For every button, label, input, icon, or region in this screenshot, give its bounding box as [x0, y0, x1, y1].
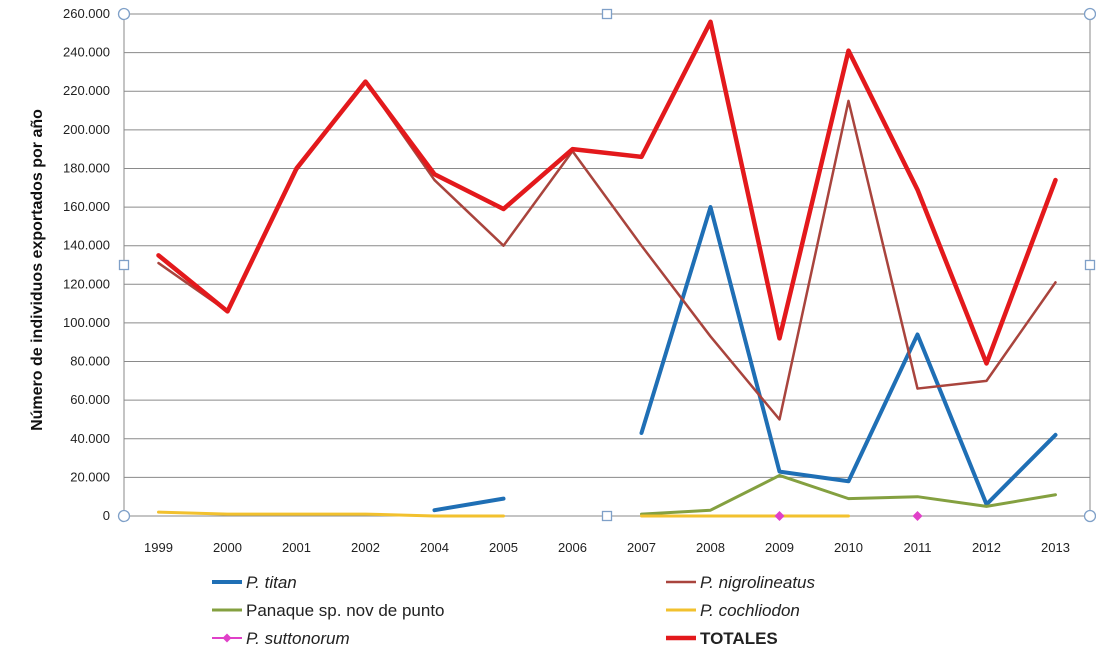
- legend-label: P. suttonorum: [246, 629, 350, 648]
- series-p-titan: [432, 205, 1058, 513]
- resize-handle[interactable]: [601, 510, 613, 522]
- y-tick-label: 40.000: [70, 431, 110, 446]
- y-tick-label: 80.000: [70, 354, 110, 369]
- legend-label: TOTALES: [700, 629, 778, 648]
- x-tick-label: 2013: [1041, 540, 1070, 555]
- x-tick-label: 2005: [489, 540, 518, 555]
- series-line: [157, 80, 1057, 421]
- y-tick-label: 160.000: [63, 199, 110, 214]
- legend-entry: P. suttonorum: [212, 629, 350, 648]
- series-line: [432, 496, 506, 513]
- legend-entry: Panaque sp. nov de punto: [212, 601, 445, 620]
- y-tick-label: 240.000: [63, 45, 110, 60]
- y-axis-label: Número de individuos exportados por año: [29, 109, 46, 431]
- legend-label: P. titan: [246, 573, 297, 592]
- y-tick-label: 220.000: [63, 83, 110, 98]
- x-tick-label: 2009: [765, 540, 794, 555]
- x-tick-label: 2002: [351, 540, 380, 555]
- resize-handle[interactable]: [1083, 509, 1096, 523]
- x-tick-label: 2001: [282, 540, 311, 555]
- x-tick-label: 2008: [696, 540, 725, 555]
- y-tick-label: 120.000: [63, 276, 110, 291]
- series-line: [639, 205, 1058, 507]
- legend-label: P. cochliodon: [700, 601, 800, 620]
- y-tick-label: 0: [103, 508, 110, 523]
- legend-entry: P. titan: [212, 573, 297, 592]
- y-tick-label: 60.000: [70, 392, 110, 407]
- y-tick-label: 140.000: [63, 238, 110, 253]
- x-tick-label: 2000: [213, 540, 242, 555]
- series-line: [640, 473, 1057, 516]
- data-point-marker: [774, 511, 785, 521]
- legend-entry: P. nigrolineatus: [666, 573, 815, 592]
- y-tick-label: 20.000: [70, 469, 110, 484]
- x-tick-label: 2010: [834, 540, 863, 555]
- y-tick-label: 100.000: [63, 315, 110, 330]
- y-tick-label: 200.000: [63, 122, 110, 137]
- legend-entry: TOTALES: [666, 629, 778, 648]
- series-panaque-sp-nov-de-punto: [640, 473, 1057, 516]
- series-line: [156, 19, 1058, 366]
- legend-label: Panaque sp. nov de punto: [246, 601, 445, 620]
- series-line: [157, 510, 505, 518]
- resize-handle[interactable]: [117, 7, 131, 21]
- x-tick-label: 2006: [558, 540, 587, 555]
- legend-marker: [222, 633, 232, 643]
- x-tick-label: 2011: [904, 540, 932, 555]
- resize-handle[interactable]: [1083, 7, 1096, 21]
- chart-selection-handles: [117, 7, 1096, 523]
- legend-entry: P. cochliodon: [666, 601, 800, 620]
- resize-handle[interactable]: [118, 259, 130, 271]
- y-tick-label: 180.000: [63, 160, 110, 175]
- legend-label: P. nigrolineatus: [700, 573, 815, 592]
- x-tick-label: 2004: [420, 540, 449, 555]
- resize-handle[interactable]: [601, 8, 613, 20]
- series-p-nigrolineatus: [157, 80, 1057, 421]
- series-p-cochliodon: [157, 510, 850, 518]
- resize-handle[interactable]: [117, 509, 131, 523]
- x-tick-label: 2007: [627, 540, 656, 555]
- series-p-suttonorum: [774, 511, 923, 521]
- legend: P. titan P. nigrolineatus Panaque sp. nov …: [212, 573, 815, 648]
- x-tick-label: 1999: [144, 540, 173, 555]
- x-tick-label: 2012: [972, 540, 1001, 555]
- tick-labels: 0 20.000 40.000 60.000 80.000 100.000 120.000 1…: [63, 6, 1070, 555]
- grid-lines: [124, 13, 1090, 478]
- y-tick-label: 260.000: [63, 6, 110, 21]
- data-point-marker: [912, 511, 923, 521]
- series-totales: [156, 19, 1058, 366]
- series-lines: [156, 19, 1058, 521]
- resize-handle[interactable]: [1084, 259, 1096, 271]
